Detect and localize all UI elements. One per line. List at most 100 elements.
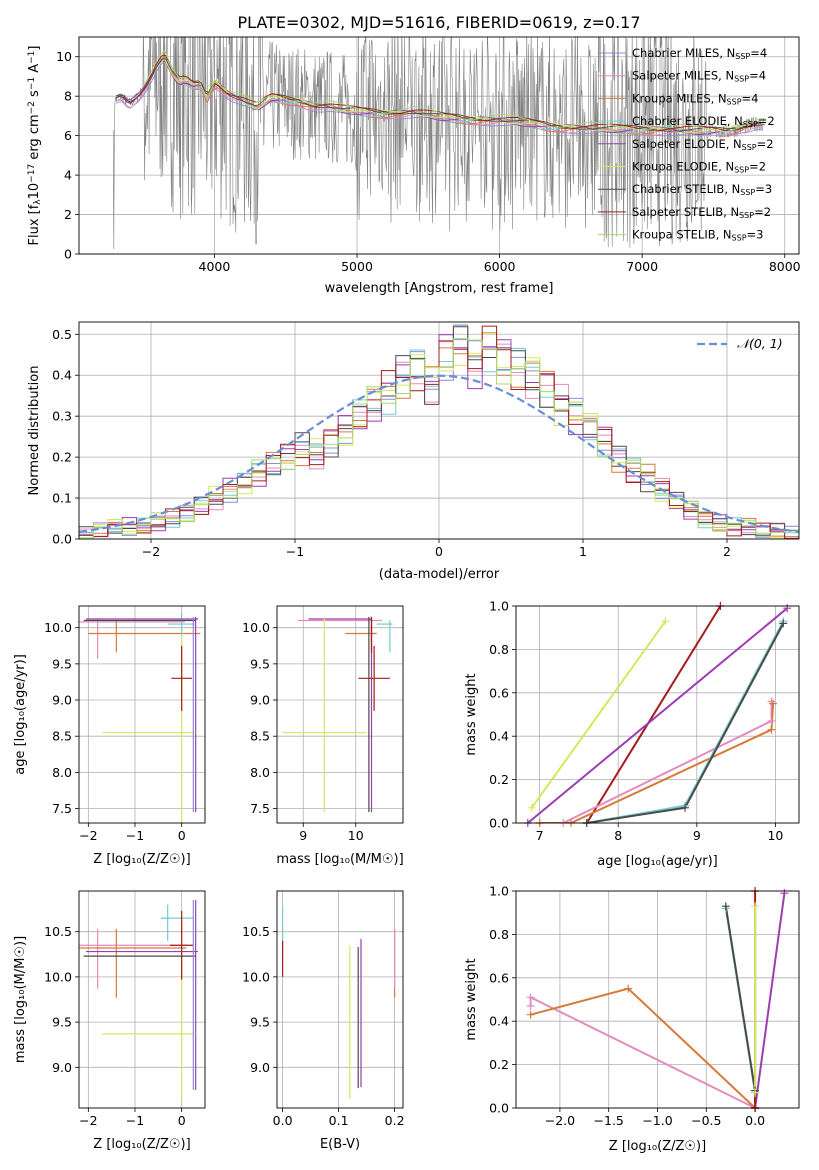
y-tick-label: 10.0: [242, 620, 270, 635]
x-tick-label: 0.1: [329, 1113, 349, 1128]
data-point-krou_elodie: [751, 902, 760, 911]
y-tick-label: 10.5: [44, 924, 72, 939]
grid: [79, 891, 205, 1108]
y-tick-label: 6: [64, 128, 72, 143]
series-line-chab_stelib: [586, 622, 785, 823]
y-tick-label: 1.0: [489, 884, 509, 899]
legend-entry: Salpeter ELODIE, NSSP=2: [632, 137, 774, 152]
y-tick-label: 10.5: [242, 924, 270, 939]
data-point-krou_elodie: [661, 617, 670, 626]
series-line-salp_miles: [529, 995, 756, 1108]
legend-entry: 𝒩(0, 1): [737, 336, 783, 351]
x-tick-label: 2: [723, 544, 731, 559]
axes-frame: [78, 605, 206, 824]
legend-label: Salpeter MILES, N: [632, 69, 734, 83]
y-tick-label: 0.4: [52, 368, 72, 383]
x-tick-label: −1: [126, 828, 144, 843]
model-spectrum-salp_stelib: [115, 54, 762, 132]
y-tick-label: 7.5: [250, 801, 270, 816]
model-spectrum-salp_elodie: [115, 60, 762, 135]
series-line-krou_miles: [539, 703, 775, 823]
x-tick-label: −1: [126, 1113, 144, 1128]
grid: [516, 890, 799, 1109]
series-line-salp_miles: [539, 701, 773, 823]
y-tick-label: 8.0: [250, 765, 270, 780]
y-tick-label: 0.8: [489, 642, 509, 657]
legend-label: Kroupa ELODIE, N: [632, 160, 734, 174]
x-axis-label: Z [log₁₀(Z/Z☉)]: [609, 1139, 706, 1154]
y-tick-label: 0.4: [489, 1014, 509, 1029]
data-point-salp_miles: [767, 717, 776, 726]
y-axis-label-part: −1: [27, 51, 37, 64]
x-axis-label: mass [log₁₀(M/M☉)]: [276, 852, 403, 867]
y-tick-label: 1.0: [489, 599, 509, 614]
y-tick-label: 0.8: [489, 927, 509, 942]
plot-area: [79, 613, 201, 823]
x-tick-label: 0.2: [385, 1113, 405, 1128]
x-tick-label: 7000: [626, 259, 658, 274]
x-tick-label: 6000: [484, 259, 516, 274]
data-point-salp_elodie: [780, 889, 789, 898]
y-axis-label-part: erg cm: [27, 114, 42, 163]
legend-entry: Salpeter MILES, NSSP=4: [632, 69, 766, 84]
legend-eq: =2: [758, 114, 775, 128]
y-tick-label: 0.6: [489, 970, 509, 985]
legend-label: Chabrier ELODIE, N: [632, 114, 743, 128]
y-tick-label: 0.2: [489, 772, 509, 787]
y-axis-label-part: −2: [27, 101, 37, 114]
legend-eq: =3: [755, 182, 772, 196]
y-axis-label-part: Flux [f: [27, 204, 42, 245]
chart-mw_vs_age: 7 8 9 10 0.0 0.2 0.4 0.6 0.8 1.0 age [log₁₀(age/yr…: [464, 599, 800, 869]
y-tick-label: 2: [64, 207, 72, 222]
legend-label: Chabrier MILES, N: [632, 46, 735, 60]
axes-frame: [276, 605, 404, 824]
legend-sub: SSP: [740, 188, 755, 197]
hist-krou_stelib: [79, 338, 799, 539]
chart-mass_vs_Z: −2 −1 0 9.0 9.5 10.0 10.5 Z [log₁₀(Z/Z☉)] mass […: [13, 890, 206, 1152]
y-tick-label: 8.5: [52, 729, 72, 744]
chart-age_vs_Z: −2 −1 0 7.5 8.0 8.5 9.0 9.5 10.0 Z [log₁₀(Z/Z☉)] a…: [13, 605, 206, 867]
data-point-salp_miles: [767, 697, 776, 706]
y-tick-label: 9.5: [52, 1015, 72, 1030]
model-spectrum-krou_stelib: [142, 49, 764, 132]
axes-frame: [515, 890, 800, 1109]
y-tick-label: 8.0: [52, 765, 72, 780]
legend-eq: =4: [742, 91, 759, 105]
series-line-chab_elodie: [586, 620, 785, 823]
y-axis-label: mass [log₁₀(M/M☉)]: [13, 936, 28, 1063]
y-tick-label: 9.5: [250, 1015, 270, 1030]
figure-title: PLATE=0302, MJD=51616, FIBERID=0619, z=0…: [237, 13, 640, 32]
y-axis-label-part: s: [27, 90, 42, 101]
legend-sub: SSP: [742, 143, 757, 152]
legend-sub: SSP: [732, 234, 747, 243]
data-point-chab_stelib: [721, 902, 730, 911]
legend-sub: SSP: [735, 52, 750, 61]
legend-entry: Kroupa STELIB, NSSP=3: [632, 228, 763, 243]
y-axis-label: Flux [fλ10−17 erg cm−2 s−1 A−1]: [27, 46, 43, 246]
x-tick-label: 7: [536, 828, 544, 843]
legend-sub: SSP: [734, 166, 749, 175]
y-tick-label: 4: [64, 168, 72, 183]
x-axis-label: age [log₁₀(age/yr)]: [597, 854, 718, 869]
x-axis-label: wavelength [Angstrom, rest frame]: [325, 281, 554, 296]
y-tick-label: 10.0: [242, 969, 270, 984]
hist-chab_stelib: [79, 326, 799, 539]
data-point-salp_miles: [526, 1002, 535, 1011]
legend-entry: Kroupa MILES, NSSP=4: [632, 91, 758, 106]
y-axis-label-part: A: [27, 64, 42, 77]
x-tick-label: −2.0: [545, 1113, 575, 1128]
chart-spectrum: 4000 5000 6000 7000 8000 0 2 4 6 8 10 wavelength [A…: [27, 36, 801, 296]
series-line-salp_elodie: [754, 893, 786, 1108]
y-tick-label: 0.1: [52, 491, 72, 506]
x-tick-label: 0: [178, 828, 186, 843]
legend-sub: SSP: [739, 211, 754, 220]
plot-area: [79, 324, 799, 539]
x-tick-label: 0: [435, 544, 443, 559]
x-tick-label: 4000: [199, 259, 231, 274]
y-tick-label: 0.2: [52, 450, 72, 465]
x-tick-label: −1.0: [642, 1113, 672, 1128]
legend-eq: =2: [757, 137, 774, 151]
axes-frame: [515, 605, 800, 824]
x-tick-label: 9: [299, 828, 307, 843]
